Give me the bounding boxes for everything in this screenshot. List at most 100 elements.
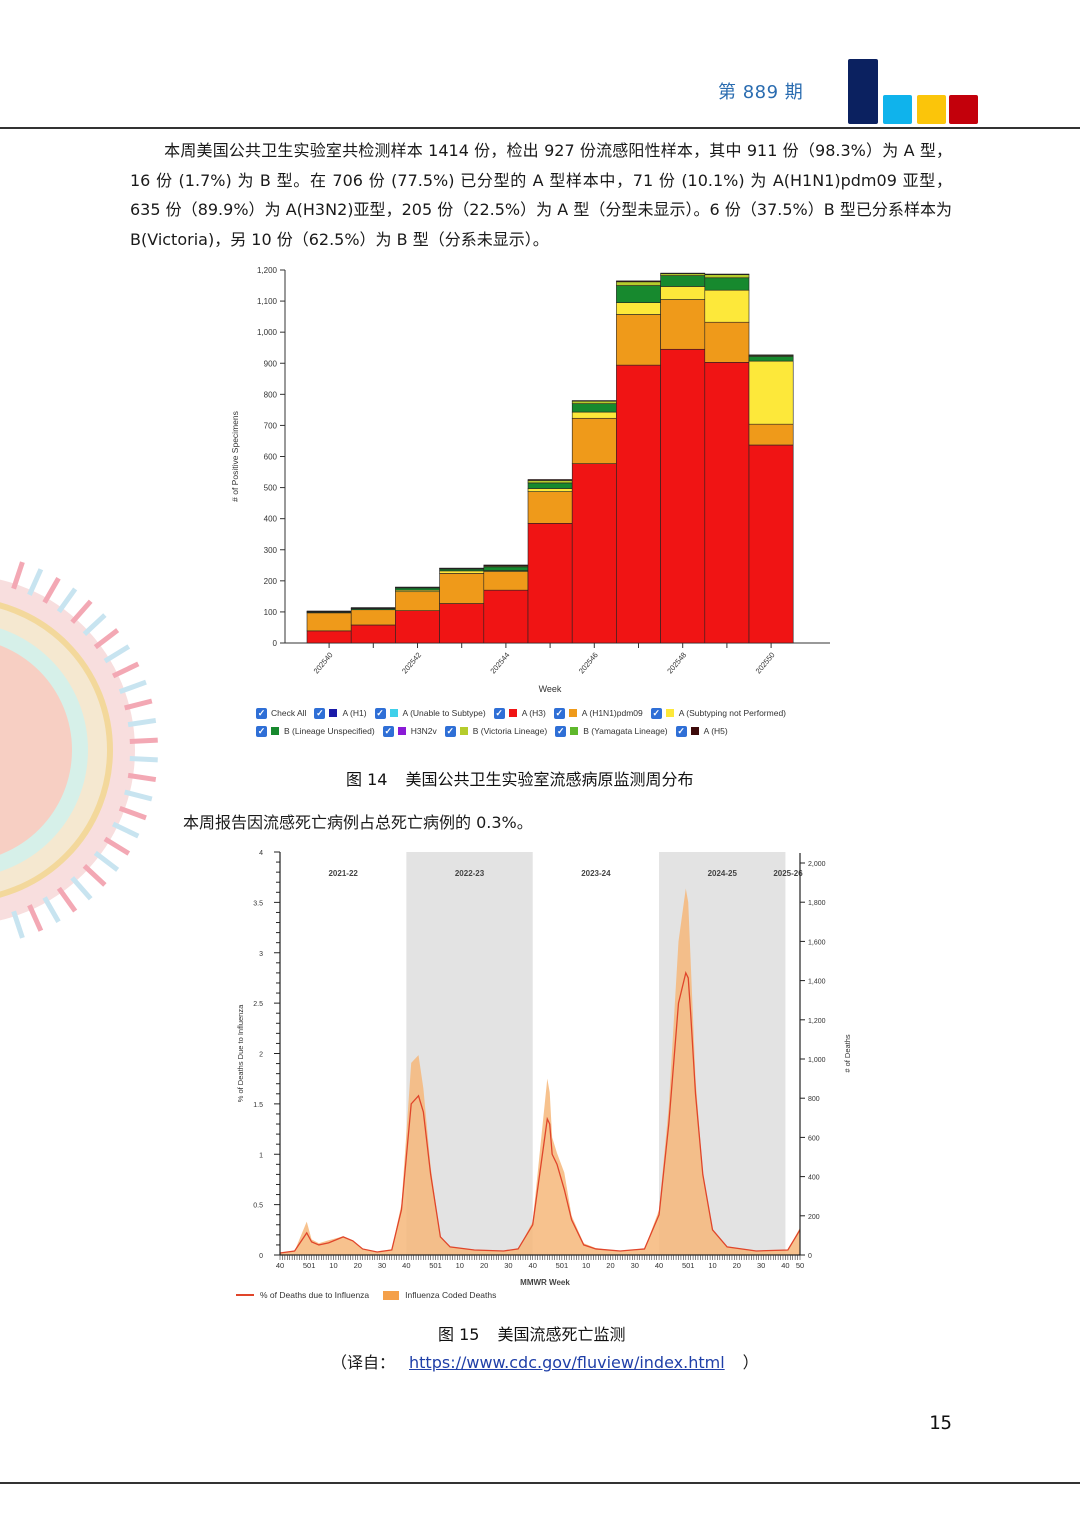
legend-label: A (Unable to Subtype) [402,708,486,718]
header-divider [0,127,1080,129]
legend-checkbox[interactable]: ✓ [256,725,267,737]
legend-item[interactable]: ✓ A (H1) [314,707,367,719]
legend-label: A (H3) [521,708,546,718]
legend-checkbox[interactable]: ✓ [493,707,505,719]
x-tick-label: 202540 [312,651,335,676]
issue-number: 第 889 期 [718,82,804,103]
legend-item[interactable]: ✓ B (Victoria Lineage) [444,725,548,737]
bar-segment [350,607,396,609]
legend-area-swatch [383,1290,400,1300]
bar-segment [439,567,485,569]
legend-label: Check All [271,708,307,718]
bar-segment [616,280,661,283]
x-tick-label: 202544 [488,651,511,676]
virus-spike [11,910,25,939]
bar-segment [571,403,617,413]
source-link[interactable]: https://www.cdc.gov/fluview/index.html [409,1353,725,1372]
legend-checkbox[interactable]: ✓ [650,707,662,719]
legend-label: H3N2v [410,726,437,736]
virus-spike [93,850,120,872]
legend-checkbox[interactable]: ✓ [555,725,567,737]
x-tick-label: 40 [781,1261,789,1270]
paragraph-lab-summary: 本周美国公共卫生实验室共检测样本 1414 份，检出 927 份流感阳性样本，其… [130,136,952,254]
left-y-tick-label: 2.5 [253,1001,263,1008]
bar-segment [527,479,573,481]
bar-segment [704,274,750,279]
x-tick-label: 10 [708,1261,716,1270]
legend-item[interactable]: ✓ B (Lineage Unspecified) [256,725,375,737]
influenza-deaths-chart: 2021-22 2022-23 2023-24 2024-25 2025-26 0 0.5 1… [236,850,852,1287]
right-y-tick-label: 1,400 [808,979,826,986]
virus-spike [27,904,44,932]
virus-spike [124,698,153,711]
virus-spike [127,772,157,783]
x-tick-label: 202546 [577,651,600,676]
x-tick-label: 40 [655,1261,663,1270]
bar-segment [306,610,352,612]
x-tick-label: 10 [456,1261,464,1270]
right-y-tick-label: 1,800 [808,900,826,907]
bar-segment [395,610,440,644]
figure14-number: 图 14 [346,770,388,789]
legend-item[interactable]: ✓ A (H1N1)pdm09 [553,707,643,719]
logo-block-red [949,95,978,124]
left-y-tick-label: 1.5 [253,1102,263,1109]
y-axis-label: # of Positive Specimens [230,411,240,502]
legend-item[interactable]: ✓ H3N2v [382,725,437,737]
legend-checkbox[interactable]: ✓ [382,725,394,737]
legend-label: B (Yamagata Lineage) [583,726,668,736]
logo-block-cyan [883,95,912,124]
legend-swatch [665,709,674,717]
legend-item[interactable]: ✓ B (Yamagata Lineage) [555,725,668,737]
chart1-legend: ✓ Check All ✓ A (H1) ✓ A (Unable to Subtype) ✓… [256,704,856,740]
legend-row: ✓ B (Lineage Unspecified) ✓ H3N2v ✓ B (Victor… [256,722,856,740]
bar-segment [748,354,794,356]
virus-spike [11,561,25,590]
bar-segment [527,488,573,492]
bar-segment [350,609,396,626]
legend-checkbox[interactable]: ✓ [374,707,386,719]
virus-spike [56,587,78,614]
right-y-tick-label: 0 [808,1253,812,1260]
bar-segment [527,491,573,524]
left-y-tick-label: 3 [259,951,263,958]
bar-segment [395,587,440,591]
coded-deaths-area [280,888,800,1255]
legend-checkbox[interactable]: ✓ [444,725,456,737]
x-tick-label: 30 [378,1261,386,1270]
bar-segment [483,564,529,567]
x-tick-label: 40 [402,1261,410,1270]
x-tick-label: 30 [631,1261,639,1270]
bar-segment [395,591,440,611]
legend-item[interactable]: ✓ Check All [256,707,307,719]
bar-segment [704,321,750,363]
figure14-title: 美国公共卫生实验室流感病原监测周分布 [405,770,694,789]
legend-swatch [459,727,468,735]
bar-segment [660,348,706,644]
legend-checkbox[interactable]: ✓ [256,707,267,719]
left-y-tick-label: 1 [259,1152,263,1159]
bar-segment [704,289,750,323]
virus-spike [111,821,140,839]
legend-item[interactable]: ✓ A (Subtyping not Performed) [650,707,786,719]
legend-checkbox[interactable]: ✓ [314,707,326,719]
bar-segment [483,589,529,644]
legend-swatch [397,727,406,735]
legend-checkbox[interactable]: ✓ [675,725,687,737]
legend-coded-deaths: Influenza Coded Deaths [405,1290,497,1300]
x-tick-label: 20 [354,1261,362,1270]
bar-segment [439,573,485,604]
legend-label: B (Victoria Lineage) [472,726,548,736]
left-y-axis-label: % of Deaths Due to Influenza [236,1004,245,1102]
left-y-tick-label: 2 [259,1052,263,1059]
bar-segment [616,281,661,286]
source-note: （译自： https://www.cdc.gov/fluview/index.ht… [331,1349,759,1373]
legend-checkbox[interactable]: ✓ [553,707,565,719]
legend-item[interactable]: ✓ A (H5) [675,725,728,737]
bar-segment [483,571,529,591]
bar-segment [439,603,485,644]
legend-item[interactable]: ✓ A (Unable to Subtype) [374,707,486,719]
bar-segment [660,275,706,287]
legend-row: ✓ Check All ✓ A (H1) ✓ A (Unable to Subtype) ✓… [256,704,856,722]
legend-item[interactable]: ✓ A (H3) [493,707,546,719]
